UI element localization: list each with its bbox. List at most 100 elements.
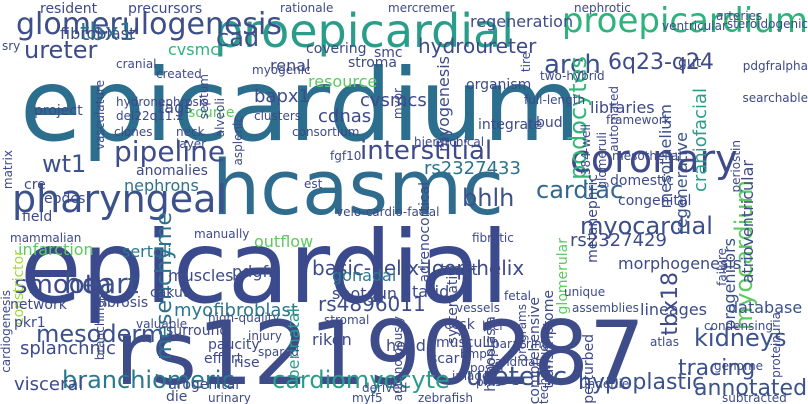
cloud-word: fgf10: [330, 149, 362, 163]
cloud-word: libraries: [590, 98, 655, 117]
cloud-word: cranial: [116, 57, 157, 71]
cloud-word: rise: [234, 355, 260, 371]
cloud-word: proepicardial: [214, 4, 515, 58]
cloud-word: shotgun: [332, 284, 397, 303]
cloud-word: subtracted: [722, 391, 787, 404]
cloud-word: alveoli: [213, 98, 227, 138]
cloud-word: underlie: [580, 377, 630, 391]
cloud-word: heart: [64, 267, 139, 300]
cloud-word: derived: [362, 381, 408, 395]
cloud-word: pipeline: [114, 135, 226, 168]
cloud-word: injury: [248, 329, 282, 343]
cloud-word: database: [728, 298, 803, 317]
cloud-word: tags: [158, 98, 193, 117]
cloud-word: layer: [176, 137, 207, 151]
cloud-word: periostin: [729, 140, 743, 193]
cloud-word: stroma: [348, 55, 398, 71]
cloud-word: cre: [24, 177, 46, 193]
cloud-word: ureter: [24, 36, 98, 64]
cloud-word: consortium: [292, 125, 360, 139]
cloud-word: perturbed: [581, 334, 597, 404]
cloud-word: matrix: [1, 150, 15, 190]
cloud-word: perinatal: [284, 308, 303, 380]
cloud-word: paucity: [208, 337, 260, 353]
cloud-word: vessels: [456, 301, 500, 315]
cloud-word: wt1: [42, 150, 87, 178]
cloud-word: morphogenesis: [618, 254, 742, 273]
cloud-word: proepicardium: [561, 1, 808, 41]
cloud-word: steroidogenic: [726, 17, 808, 31]
cloud-word: sertoli: [122, 242, 172, 261]
cloud-word: outflow: [254, 232, 314, 251]
cloud-word: sry: [2, 39, 21, 53]
cloud-word: constrictor: [11, 250, 27, 326]
cloud-word: branchiomeric: [62, 366, 235, 394]
cloud-word: programs: [515, 304, 529, 362]
cloud-word: nephrons: [124, 176, 199, 195]
cloud-word: two-hybrid: [540, 69, 605, 83]
cloud-word: gonadal: [332, 266, 397, 285]
cloud-word: die: [166, 389, 188, 404]
cloud-word: tire: [519, 52, 533, 73]
cloud-word: craniofacial: [690, 88, 711, 193]
cloud-word: cakut: [150, 285, 189, 301]
cloud-word: candidate: [488, 355, 548, 369]
cloud-word: framework: [606, 113, 671, 127]
cloud-word: manually: [194, 227, 250, 241]
cloud-word: assemblies: [572, 301, 639, 315]
cloud-word: bud: [536, 115, 563, 131]
cloud-word: smc: [374, 45, 403, 61]
cloud-word: project: [34, 103, 83, 119]
cloud-word: glomeruli: [595, 132, 609, 189]
cloud-word: fibroblast: [60, 24, 136, 43]
cloud-word: pkr1: [14, 315, 46, 331]
cloud-word: domestic: [610, 173, 675, 189]
cloud-word: spared: [258, 345, 299, 359]
cloud-word: network: [10, 297, 67, 313]
cloud-word: searchable: [742, 91, 808, 105]
cloud-word: paracrine: [492, 337, 550, 351]
cloud-word: congenital: [618, 193, 692, 209]
cloud-word: lineages: [640, 300, 708, 319]
cloud-word: gut: [678, 55, 702, 71]
cloud-word: anomalies: [136, 163, 208, 179]
cloud-word: resource: [308, 72, 378, 91]
cloud-word: pharyngeal: [12, 177, 228, 221]
cloud-word: cardiomyocyte: [272, 366, 450, 394]
cloud-word: fibrotic: [472, 231, 514, 245]
cloud-word: tbx1: [80, 18, 135, 46]
cloud-word: techniques: [537, 337, 551, 404]
cloud-word: postn: [470, 361, 504, 375]
cloud-word: bhlh: [462, 184, 515, 212]
cloud-word: mammalian: [10, 231, 82, 245]
cloud-word: splanchnic: [20, 338, 116, 359]
cloud-word: tracing: [678, 356, 756, 381]
cloud-word: field: [22, 209, 53, 225]
cloud-word: hypoplastic: [578, 370, 705, 395]
cloud-word: rs2327429: [570, 230, 667, 251]
cloud-word: ccsk: [444, 317, 475, 333]
cloud-word: created: [156, 67, 202, 81]
cloud-word: source: [188, 105, 235, 121]
cloud-word: zebrafish: [418, 391, 474, 404]
cloud-word: scar: [430, 351, 460, 367]
cloud-word: hcasmc: [212, 143, 504, 232]
cloud-word: covering: [306, 41, 367, 57]
cloud-word: bmp4: [460, 347, 495, 361]
cloud-word: head: [386, 336, 426, 355]
cloud-word: tract: [440, 260, 478, 279]
cloud-word: glomerulogenesis: [16, 7, 283, 42]
cloud-word: genome: [714, 359, 764, 373]
cloud-word: myf5: [352, 391, 383, 404]
cloud-word: hierarchical: [414, 135, 485, 149]
cloud-word: urogenital: [168, 377, 240, 393]
cloud-word: coronary: [570, 137, 738, 181]
cloud-word: epicardium: [20, 47, 581, 164]
cloud-word: mesoderm: [36, 320, 165, 348]
cloud-word: ureteric: [466, 362, 567, 392]
cloud-word: branching: [93, 300, 107, 361]
cloud-word: imaged: [452, 369, 497, 383]
cloud-word: muscles: [168, 266, 234, 285]
cloud-word: musculin: [436, 335, 500, 351]
